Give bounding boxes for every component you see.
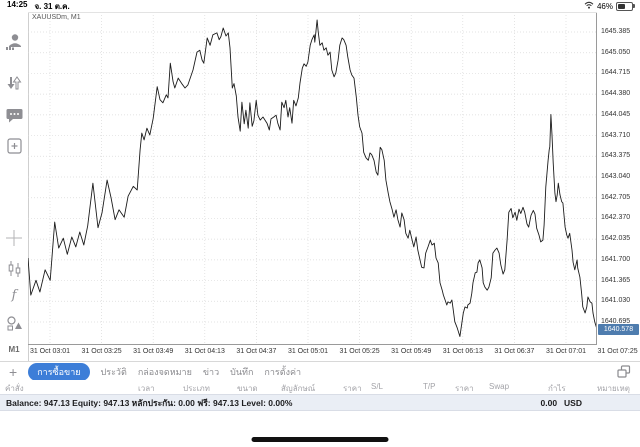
col-tp: T/P — [423, 382, 436, 391]
x-axis-tick-label: 31 Oct 05:49 — [391, 348, 432, 355]
tab-trade[interactable]: การซื้อขาย — [28, 362, 90, 381]
y-axis-tick-label: 1640.695 — [601, 318, 631, 325]
x-axis-tick-label: 31 Oct 07:25 — [597, 348, 638, 355]
col-symbol: สัญลักษณ์ — [281, 384, 316, 393]
x-axis-tick-label: 31 Oct 03:25 — [81, 348, 122, 355]
battery-icon — [616, 1, 635, 11]
objects-icon[interactable] — [0, 315, 28, 336]
status-bar: 14:25 จ. 31 ต.ค. 46% — [0, 0, 640, 12]
price-line — [28, 19, 597, 337]
tab-history[interactable]: ประวัติ — [100, 366, 127, 377]
account-summary-bar: Balance: 947.13 Equity: 947.13 หลักประกั… — [0, 394, 640, 411]
home-indicator[interactable] — [251, 437, 389, 442]
profit-value: 0.00 — [540, 397, 558, 408]
y-axis-tick-label: 1642.705 — [601, 193, 631, 201]
col-type: ประเภท — [183, 384, 210, 393]
wifi-icon — [584, 1, 594, 11]
status-date: จ. 31 ต.ค. — [34, 1, 70, 11]
accounts-icon[interactable] — [0, 32, 28, 57]
clock: 14:25 — [7, 0, 28, 9]
crosshair-icon[interactable] — [0, 230, 28, 251]
chat-icon[interactable] — [0, 108, 28, 129]
y-axis-tick-label: 1644.380 — [601, 90, 631, 98]
y-axis-tick-label: 1645.385 — [601, 28, 631, 35]
x-axis-tick-label: 31 Oct 05:25 — [339, 348, 380, 355]
account-currency: USD — [564, 397, 582, 408]
y-axis-tick-label: 1643.375 — [601, 152, 631, 160]
current-price-badge: 1640.578 — [598, 323, 639, 335]
col-time: เวลา — [138, 384, 155, 393]
tab-mailbox[interactable]: กล่องจดหมาย — [137, 366, 192, 377]
y-axis-tick-label: 1642.370 — [601, 214, 631, 222]
time-axis: 31 Oct 03:01 31 Oct 03:25 31 Oct 03:49 31 O… — [28, 346, 640, 360]
y-axis-tick-label: 1645.050 — [601, 48, 631, 56]
chart-type-icon[interactable] — [0, 260, 28, 283]
col-profit: กำไร — [548, 384, 566, 393]
indicators-icon[interactable]: f — [11, 288, 17, 303]
col-price-open: ราคา — [343, 384, 362, 393]
y-axis-tick-label: 1644.715 — [601, 69, 631, 77]
y-axis-tick-label: 1642.035 — [601, 235, 631, 243]
x-axis-tick-label: 31 Oct 05:01 — [287, 348, 329, 355]
y-axis-tick-label: 1641.365 — [601, 276, 631, 284]
x-axis-tick-label: 31 Oct 03:49 — [133, 348, 174, 355]
chart-region[interactable]: XAUUSDm, M1 1640.578 1645.385 1645.050 164… — [28, 12, 640, 361]
col-sl: S/L — [371, 382, 384, 391]
x-axis-tick-label: 31 Oct 06:13 — [442, 348, 483, 355]
orders-table-header: คำสั่ง เวลา ประเภท ขนาด สัญลักษณ์ ราคา S… — [0, 380, 640, 393]
chart-symbol-label: XAUUSDm, M1 — [32, 14, 81, 21]
sidebar: f M1 — [0, 12, 29, 361]
x-axis-tick-label: 31 Oct 06:37 — [494, 348, 535, 355]
price-chart-svg[interactable] — [28, 12, 597, 345]
add-button[interactable]: + — [9, 363, 18, 380]
battery-percent: 46% — [596, 1, 613, 11]
tab-journal[interactable]: บันทึก — [230, 366, 254, 377]
price-axis: 1640.578 1645.385 1645.050 1644.715 1644.38… — [597, 12, 640, 345]
bottom-safe-area — [0, 411, 640, 447]
y-axis-tick-label: 1641.700 — [601, 255, 631, 263]
bottom-tab-bar: + การซื้อขาย ประวัติ กล่องจดหมาย ข่าว บั… — [0, 361, 640, 381]
y-axis-tick-label: 1643.040 — [601, 173, 631, 180]
new-order-icon[interactable] — [0, 138, 28, 159]
col-volume: ขนาด — [237, 384, 258, 393]
col-price-cur: ราคา — [455, 384, 474, 393]
quotes-arrows-icon[interactable] — [0, 74, 28, 97]
windows-icon[interactable] — [617, 365, 631, 378]
x-axis-tick-label: 31 Oct 04:37 — [236, 348, 277, 355]
timeframe-button[interactable]: M1 — [8, 345, 20, 354]
y-axis-tick-label: 1641.030 — [601, 297, 631, 305]
col-order: คำสั่ง — [5, 384, 24, 393]
account-summary-text: Balance: 947.13 Equity: 947.13 หลักประกั… — [6, 397, 293, 408]
tab-settings[interactable]: การตั้งค่า — [264, 366, 302, 377]
col-comment: หมายเหตุ — [597, 384, 630, 393]
y-axis-tick-label: 1643.710 — [601, 131, 631, 139]
x-axis-tick-label: 31 Oct 04:13 — [184, 348, 225, 355]
y-axis-tick-label: 1644.045 — [601, 110, 631, 118]
tab-news[interactable]: ข่าว — [202, 366, 220, 377]
x-axis-tick-label: 31 Oct 03:01 — [29, 348, 71, 355]
x-axis-tick-label: 31 Oct 07:01 — [545, 348, 587, 355]
col-swap: Swap — [489, 382, 510, 391]
